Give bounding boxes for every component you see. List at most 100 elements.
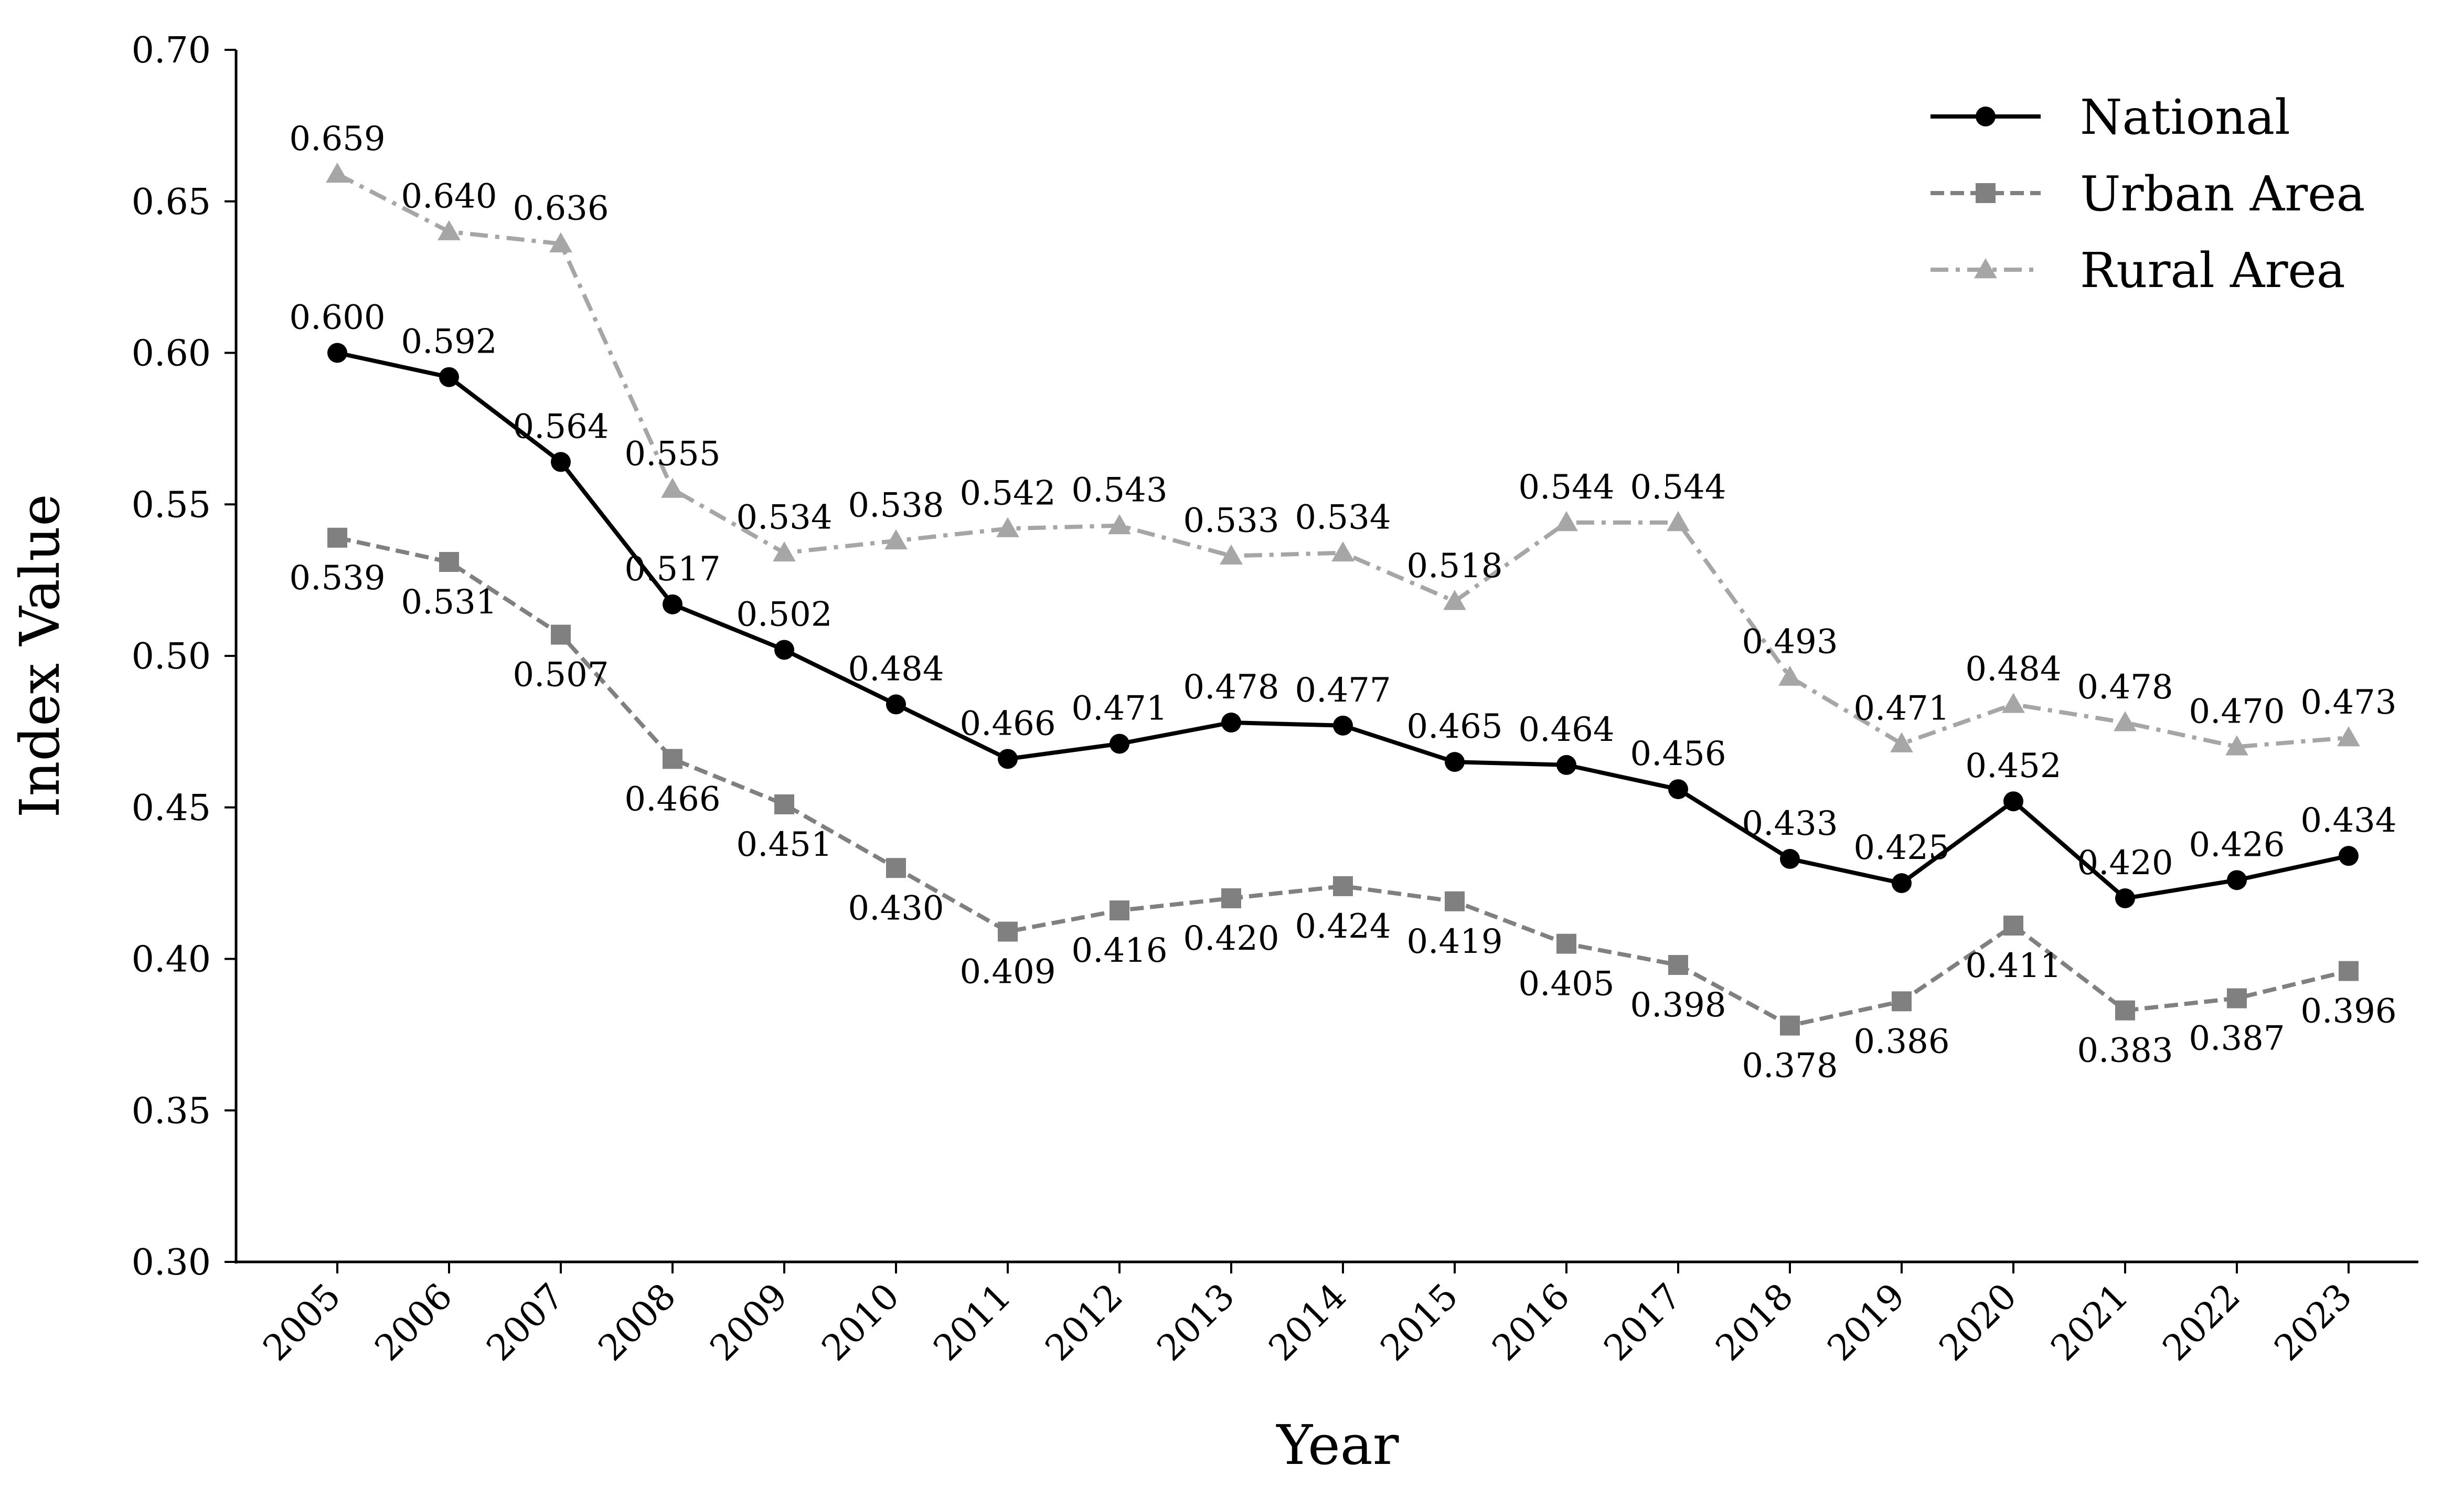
data-label: 0.484 bbox=[848, 650, 944, 688]
data-point bbox=[773, 541, 796, 562]
data-point bbox=[1780, 1015, 1800, 1036]
legend-entry: National bbox=[1930, 89, 2290, 145]
x-tick-label: 2009 bbox=[702, 1276, 796, 1369]
x-axis-title: Year bbox=[1276, 1413, 1399, 1477]
data-label: 0.636 bbox=[513, 189, 609, 228]
data-label: 0.542 bbox=[959, 474, 1055, 513]
data-label: 0.466 bbox=[624, 780, 720, 819]
data-point bbox=[774, 794, 794, 814]
data-label: 0.478 bbox=[2077, 668, 2173, 707]
data-label: 0.424 bbox=[1295, 907, 1391, 946]
data-point bbox=[886, 694, 906, 715]
data-label: 0.411 bbox=[1965, 947, 2061, 985]
series-layer bbox=[326, 162, 2360, 1036]
x-tick-label: 2022 bbox=[2155, 1276, 2248, 1369]
data-label: 0.433 bbox=[1742, 804, 1838, 843]
y-tick-label: 0.35 bbox=[132, 1090, 211, 1132]
data-label: 0.396 bbox=[2300, 992, 2396, 1031]
data-label: 0.464 bbox=[1518, 710, 1614, 749]
series-urban-area bbox=[327, 527, 2359, 1036]
x-tick-label: 2018 bbox=[1708, 1276, 1801, 1369]
x-tick-label: 2020 bbox=[1932, 1276, 2025, 1369]
legend-label: National bbox=[2080, 89, 2290, 145]
data-point bbox=[551, 452, 571, 472]
data-label: 0.600 bbox=[289, 299, 385, 337]
data-label: 0.471 bbox=[1853, 689, 1949, 728]
data-label: 0.478 bbox=[1183, 668, 1279, 707]
legend-marker bbox=[1976, 107, 1996, 126]
data-point bbox=[663, 594, 682, 614]
data-label: 0.466 bbox=[959, 704, 1055, 743]
data-point bbox=[661, 477, 684, 498]
data-label: 0.420 bbox=[2077, 844, 2173, 883]
x-tick-label: 2008 bbox=[591, 1276, 684, 1369]
data-label: 0.539 bbox=[289, 559, 385, 598]
data-point bbox=[1556, 755, 1576, 775]
data-label: 0.473 bbox=[2300, 683, 2396, 722]
data-label: 0.555 bbox=[624, 434, 720, 473]
data-point bbox=[1445, 752, 1465, 772]
data-label: 0.477 bbox=[1295, 671, 1391, 710]
legend-label: Urban Area bbox=[2080, 166, 2365, 222]
data-label: 0.507 bbox=[513, 656, 609, 695]
data-label: 0.534 bbox=[736, 498, 832, 537]
legend-marker bbox=[1974, 258, 1997, 279]
data-point bbox=[1221, 713, 1241, 733]
x-tick-label: 2019 bbox=[1820, 1276, 1913, 1369]
data-point bbox=[998, 921, 1018, 942]
data-label: 0.531 bbox=[401, 583, 497, 622]
data-point bbox=[326, 162, 349, 183]
legend-entry: Urban Area bbox=[1930, 166, 2365, 222]
data-point bbox=[1221, 888, 1241, 908]
data-point bbox=[1892, 873, 1912, 894]
y-tick-label: 0.30 bbox=[132, 1242, 211, 1283]
data-point bbox=[2339, 846, 2359, 866]
data-label: 0.533 bbox=[1183, 501, 1279, 540]
data-point bbox=[327, 343, 347, 363]
data-label: 0.378 bbox=[1742, 1047, 1838, 1086]
data-label: 0.387 bbox=[2189, 1020, 2285, 1058]
y-tick-label: 0.45 bbox=[132, 788, 211, 829]
data-label: 0.517 bbox=[624, 550, 720, 589]
y-tick-label: 0.55 bbox=[132, 484, 211, 526]
x-tick-label: 2005 bbox=[255, 1276, 349, 1369]
data-point bbox=[1555, 511, 1578, 532]
x-tick-label: 2007 bbox=[479, 1276, 572, 1369]
data-label: 0.405 bbox=[1518, 965, 1614, 1004]
x-tick-label: 2023 bbox=[2267, 1276, 2360, 1369]
data-label: 0.470 bbox=[2189, 692, 2285, 731]
series-rural-area bbox=[326, 162, 2360, 756]
x-tick-label: 2010 bbox=[814, 1276, 908, 1369]
x-tick-label: 2015 bbox=[1373, 1276, 1466, 1369]
data-point bbox=[1668, 955, 1688, 975]
y-tick-label: 0.65 bbox=[132, 182, 211, 223]
data-label: 0.543 bbox=[1071, 471, 1167, 510]
series-national bbox=[327, 343, 2359, 908]
x-tick-label: 2014 bbox=[1261, 1276, 1354, 1369]
data-point bbox=[1445, 891, 1465, 911]
data-label: 0.434 bbox=[2300, 801, 2396, 840]
data-point bbox=[2003, 791, 2023, 812]
data-point bbox=[2003, 915, 2023, 936]
data-point bbox=[2337, 726, 2360, 747]
data-point bbox=[1331, 541, 1354, 562]
legend-marker bbox=[1976, 183, 1996, 203]
data-point bbox=[884, 529, 908, 549]
data-label: 0.544 bbox=[1630, 468, 1726, 507]
data-point bbox=[2339, 961, 2359, 981]
data-point bbox=[1443, 590, 1466, 610]
data-label: 0.386 bbox=[1853, 1022, 1949, 1061]
data-point bbox=[1890, 732, 1913, 752]
data-label: 0.564 bbox=[513, 407, 609, 446]
data-point bbox=[2225, 735, 2248, 756]
data-point bbox=[1778, 665, 1801, 686]
data-point bbox=[886, 858, 906, 878]
data-point bbox=[998, 749, 1018, 769]
data-label: 0.398 bbox=[1630, 986, 1726, 1025]
data-label: 0.493 bbox=[1742, 622, 1838, 661]
data-label: 0.451 bbox=[736, 825, 832, 864]
data-point bbox=[439, 367, 459, 387]
data-label: 0.383 bbox=[2077, 1032, 2173, 1070]
data-label: 0.420 bbox=[1183, 919, 1279, 958]
